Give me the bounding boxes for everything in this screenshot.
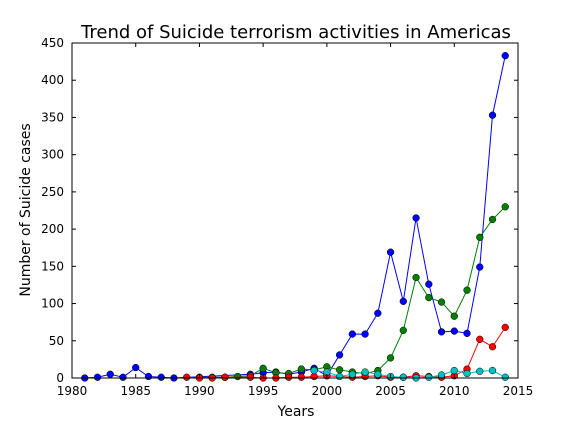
series-3-point bbox=[399, 373, 407, 381]
x-tick-label: 2015 bbox=[503, 384, 534, 398]
x-tick-label: 1995 bbox=[248, 384, 279, 398]
series-2-point bbox=[284, 373, 293, 381]
axes: 1980 1985 1990 1995 2000 2005 2010 2015 0 50 100 15… bbox=[41, 36, 533, 398]
series-0-point bbox=[399, 297, 407, 305]
y-tick-label: 400 bbox=[41, 73, 64, 87]
series-0-point bbox=[335, 351, 344, 359]
series-3-point bbox=[450, 366, 458, 375]
series-0-point bbox=[119, 373, 127, 381]
series-0 bbox=[81, 52, 509, 382]
series-0-point bbox=[132, 363, 140, 372]
series-0-point bbox=[361, 330, 369, 338]
series-0-point bbox=[463, 329, 471, 337]
series-1-line bbox=[199, 206, 506, 378]
y-tick-label: 350 bbox=[41, 110, 64, 124]
series-2-point bbox=[297, 373, 306, 381]
series-2-point bbox=[476, 335, 484, 343]
series-3-point bbox=[437, 371, 446, 379]
series-3-point bbox=[488, 366, 497, 375]
series-1-point bbox=[297, 365, 306, 373]
series-0-point bbox=[501, 52, 509, 60]
series-1-point bbox=[450, 312, 458, 320]
series-1-point bbox=[476, 233, 484, 241]
series-0-point bbox=[144, 372, 153, 381]
series-3-point bbox=[361, 368, 369, 376]
series-1-point bbox=[463, 286, 471, 294]
series-0-point bbox=[488, 111, 497, 119]
series-2-point bbox=[501, 323, 509, 332]
series-0-point bbox=[374, 309, 382, 317]
series-0-point bbox=[157, 373, 165, 381]
plot-area bbox=[81, 52, 509, 382]
y-tick-label: 100 bbox=[41, 297, 64, 311]
x-axis-label: Years bbox=[277, 404, 315, 420]
series-2-point bbox=[221, 373, 229, 381]
series-1-point bbox=[399, 326, 407, 335]
x-tick-label: 2000 bbox=[312, 384, 343, 398]
series-3-point bbox=[310, 366, 318, 375]
y-tick-label: 150 bbox=[41, 259, 64, 273]
x-tick-label: 1985 bbox=[120, 384, 151, 398]
series-1 bbox=[195, 203, 509, 381]
plot-frame bbox=[71, 42, 519, 379]
series-1-point bbox=[488, 215, 497, 224]
y-tick-label: 450 bbox=[41, 36, 64, 50]
series-0-point bbox=[412, 214, 420, 222]
y-tick-label: 200 bbox=[41, 222, 64, 236]
series-1-point bbox=[412, 273, 420, 282]
series-0-point bbox=[93, 373, 102, 381]
series-2-point bbox=[183, 373, 191, 381]
series-1-point bbox=[437, 298, 446, 306]
y-tick-label: 250 bbox=[41, 185, 64, 199]
y-tick-label: 50 bbox=[49, 334, 64, 348]
series-0-point bbox=[348, 330, 356, 338]
series-3-point bbox=[425, 373, 433, 381]
series-3-point bbox=[476, 367, 484, 375]
series-0-point bbox=[450, 327, 458, 335]
series-3-point bbox=[374, 370, 382, 378]
series-1-point bbox=[335, 366, 344, 374]
series-3-point bbox=[348, 370, 356, 378]
series-3-point bbox=[335, 372, 344, 381]
y-tick-label: 0 bbox=[56, 371, 64, 385]
series-0-point bbox=[106, 370, 114, 378]
series-1-point bbox=[501, 203, 509, 211]
x-tick-label: 1990 bbox=[184, 384, 215, 398]
series-1-point bbox=[386, 354, 395, 362]
series-0-point bbox=[386, 248, 395, 256]
series-0-point bbox=[476, 263, 484, 271]
series-3 bbox=[310, 366, 509, 382]
series-1-point bbox=[234, 372, 242, 381]
series-2 bbox=[183, 323, 509, 382]
x-tick-label: 2005 bbox=[375, 384, 406, 398]
x-tick-label: 2010 bbox=[439, 384, 470, 398]
series-2-point bbox=[246, 373, 255, 381]
series-0-point bbox=[437, 328, 446, 336]
chart-title: Trend of Suicide terrorism activities in… bbox=[80, 22, 511, 43]
series-2-point bbox=[488, 343, 497, 351]
series-1-point bbox=[259, 364, 267, 372]
series-3-point bbox=[463, 369, 471, 378]
x-tick-label: 1980 bbox=[57, 384, 88, 398]
y-tick-label: 300 bbox=[41, 148, 64, 162]
series-1-point bbox=[425, 293, 433, 302]
series-0-point bbox=[425, 280, 433, 288]
y-axis-label: Number of Suicide cases bbox=[18, 123, 34, 296]
series-3-point bbox=[501, 373, 509, 381]
